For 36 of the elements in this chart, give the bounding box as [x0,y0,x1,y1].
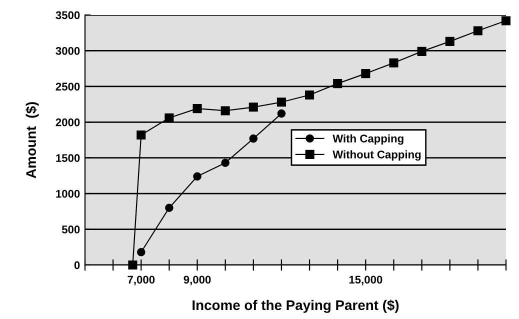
x-tick-label: 15,000 [349,276,382,286]
point [136,130,146,140]
point [220,106,230,116]
x-tick-label: 7,000 [128,276,155,286]
y-tick-label: 1500 [56,154,80,162]
point [417,46,426,56]
point [305,90,314,100]
y-axis-title: Amount ($) [26,102,39,178]
point [361,69,370,78]
point [136,248,146,256]
x-tick-label: 9,000 [184,276,211,286]
y-tick-label: 1000 [56,190,80,198]
y-tick-label: 3500 [56,11,80,20]
point [389,58,398,68]
point [445,36,454,46]
point [193,172,202,181]
y-tick-label: 3000 [56,46,80,55]
x-axis-title: Income of the Paying Parent ($) [192,300,399,313]
point [128,260,138,270]
y-tick-label: 2000 [56,118,80,126]
point [221,158,230,168]
point [164,113,174,122]
y-tick-label: 0 [74,261,80,270]
point [276,98,286,107]
point [473,26,482,36]
point [248,102,258,112]
point [277,109,286,118]
legend-label: With Capping [332,134,404,145]
legend-label: Without Capping [332,150,421,161]
point [333,79,342,88]
y-tick-label: 500 [62,226,80,234]
y-tick-label: 2500 [56,82,80,91]
point [192,104,202,114]
point [501,16,511,26]
point [165,204,174,212]
point [249,134,258,143]
